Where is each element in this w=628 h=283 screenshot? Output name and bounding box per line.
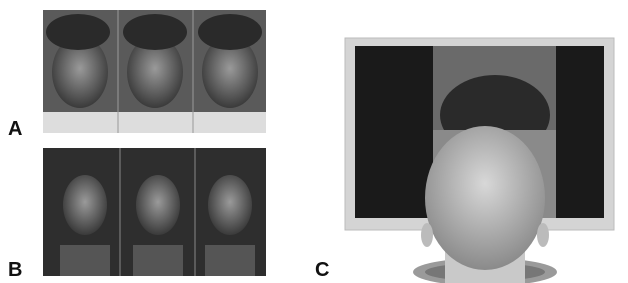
monitor-scene	[345, 38, 614, 283]
photo-strip-a	[43, 10, 266, 133]
panel-label: A	[8, 118, 22, 140]
panel-label: C	[315, 259, 329, 281]
page: A B C (() => { const data = JSON.parse(d…	[0, 0, 628, 283]
photo-strip-b	[43, 148, 266, 276]
panel-label: B	[8, 259, 22, 281]
figure: A B C	[0, 0, 628, 283]
